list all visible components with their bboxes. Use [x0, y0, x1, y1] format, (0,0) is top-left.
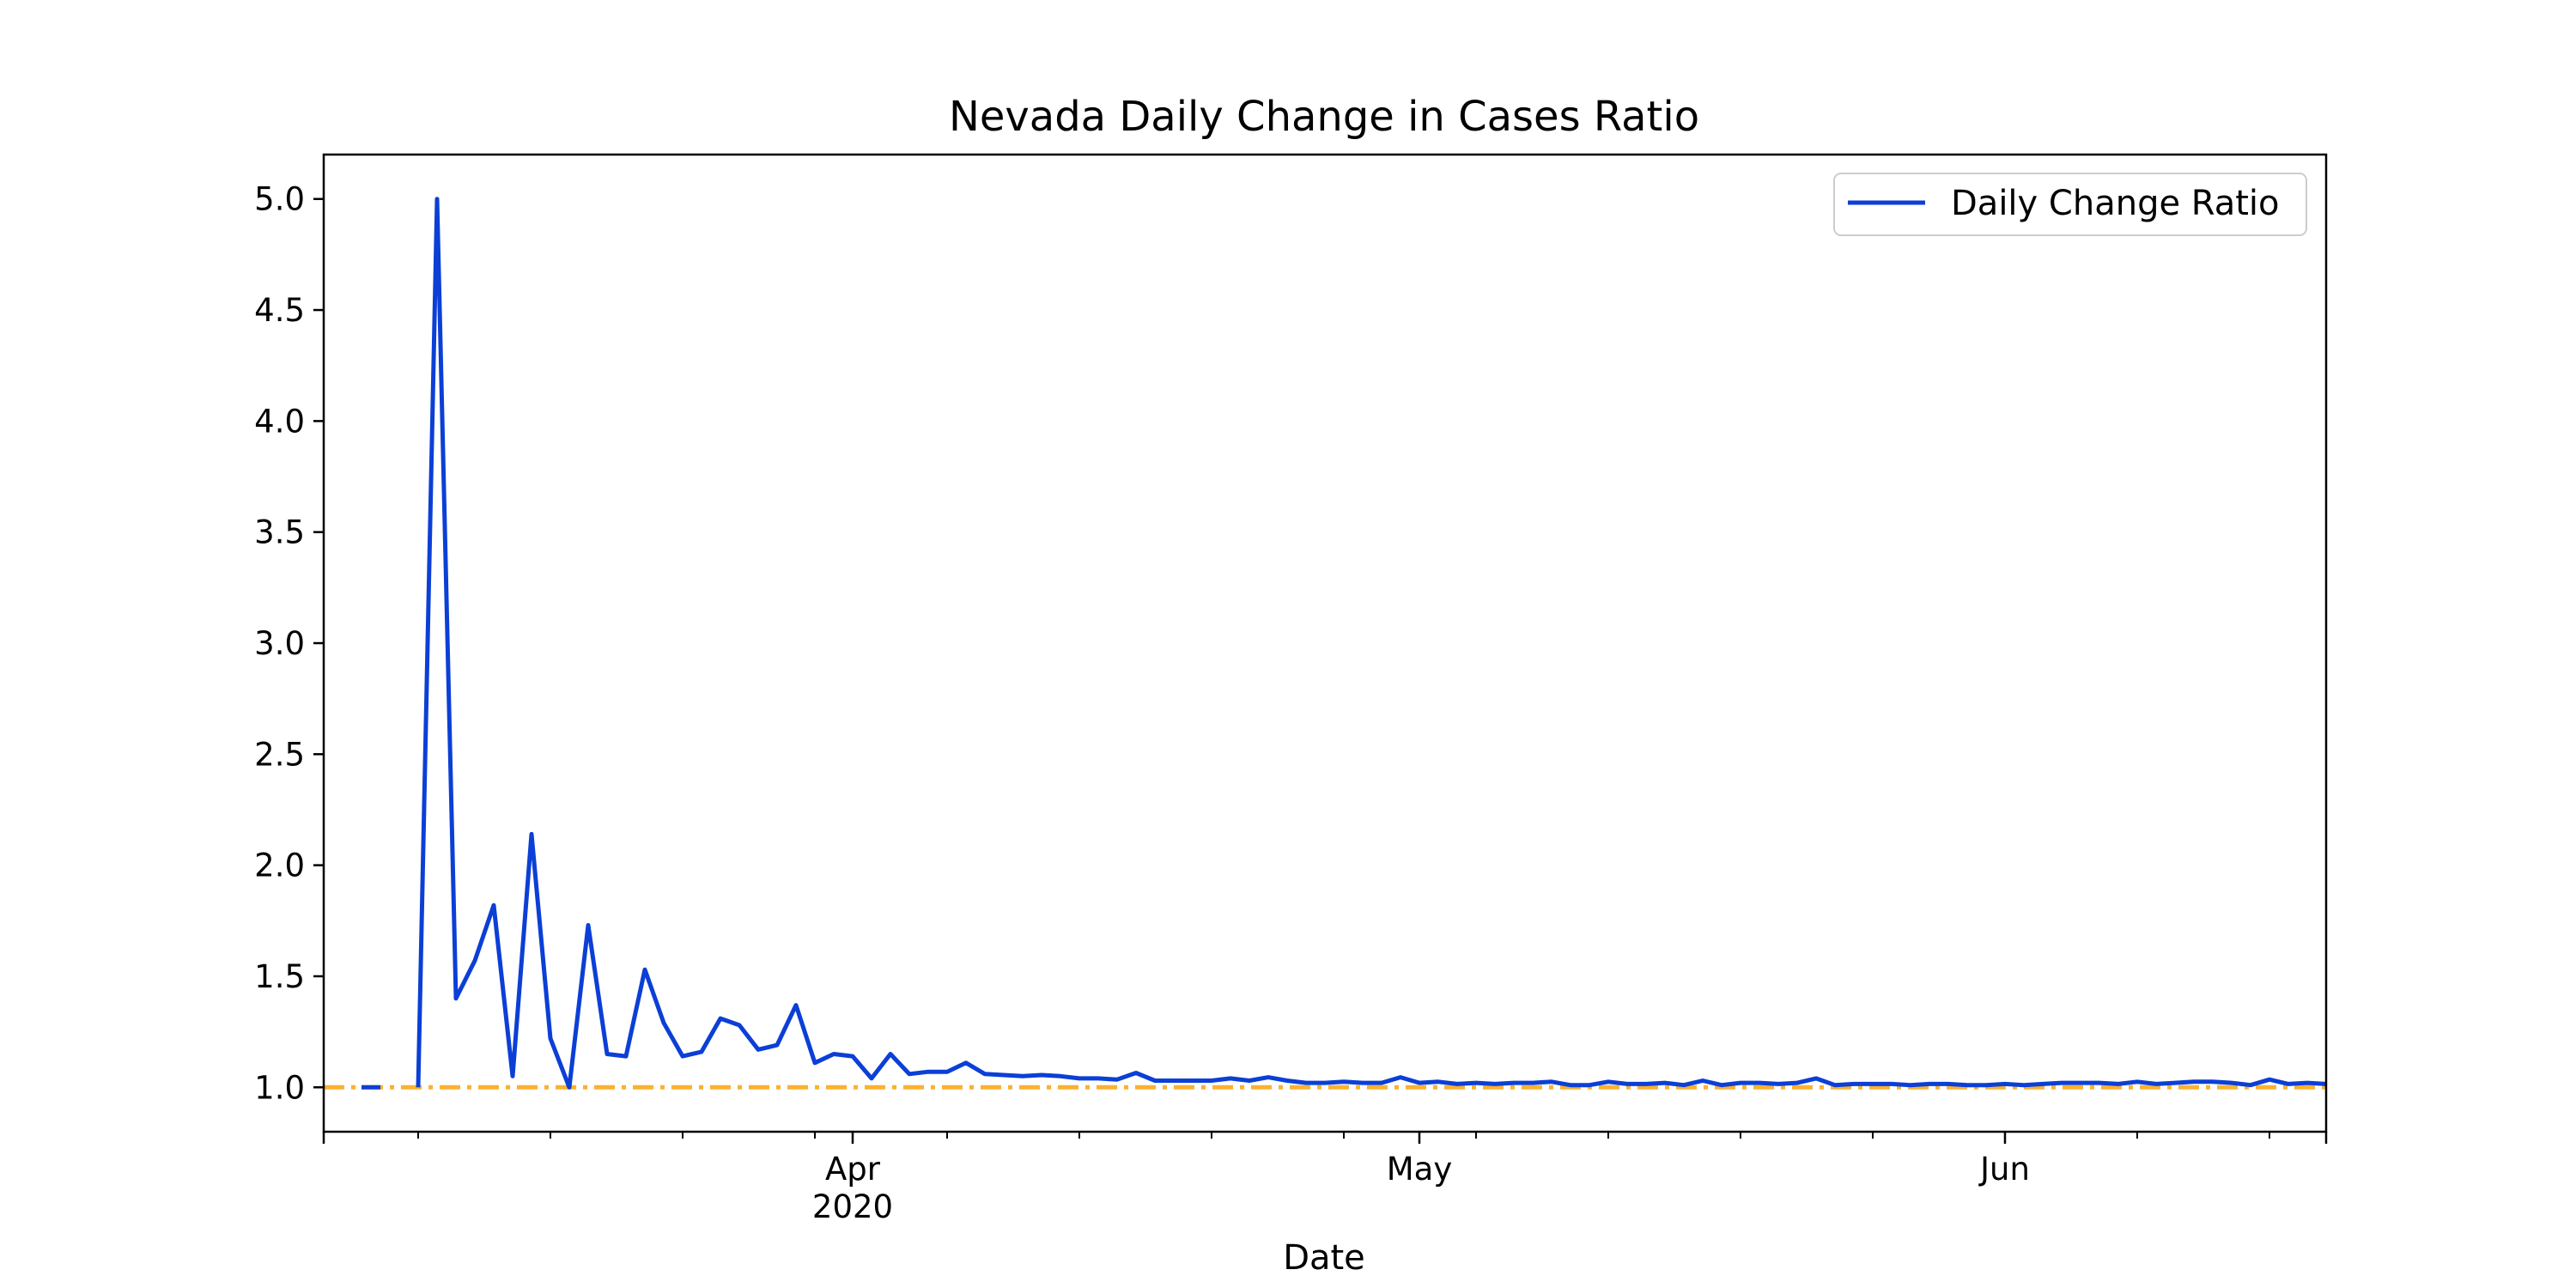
legend-label-daily-change-ratio: Daily Change Ratio [1951, 184, 2279, 223]
y-tick-label: 3.0 [254, 625, 305, 662]
series-line-daily-change-ratio [361, 197, 2326, 1090]
y-tick-label: 2.0 [254, 848, 305, 884]
x-axis-title: Date [1283, 1238, 1365, 1278]
x-tick-sublabel: 2020 [812, 1188, 893, 1225]
legend: Daily Change Ratio [1833, 173, 2307, 236]
y-tick-label: 2.5 [254, 736, 305, 773]
x-tick-label: Jun [1978, 1151, 2030, 1188]
x-tick-label: Apr [825, 1151, 881, 1188]
x-tick-label: May [1387, 1151, 1453, 1188]
series-group [361, 197, 2326, 1090]
y-tick-label: 4.5 [254, 292, 305, 329]
y-tick-label: 1.0 [254, 1069, 305, 1106]
y-tick-label: 4.0 [254, 403, 305, 440]
y-axis: 1.0 1.5 2.0 2.5 3.0 3.5 4.0 4.5 5.0 [254, 181, 324, 1106]
legend-box [1833, 173, 2307, 236]
y-tick-label: 3.5 [254, 514, 305, 551]
chart-title: Nevada Daily Change in Cases Ratio [949, 93, 1699, 141]
y-tick-label: 1.5 [254, 958, 305, 995]
y-tick-label: 5.0 [254, 181, 305, 218]
